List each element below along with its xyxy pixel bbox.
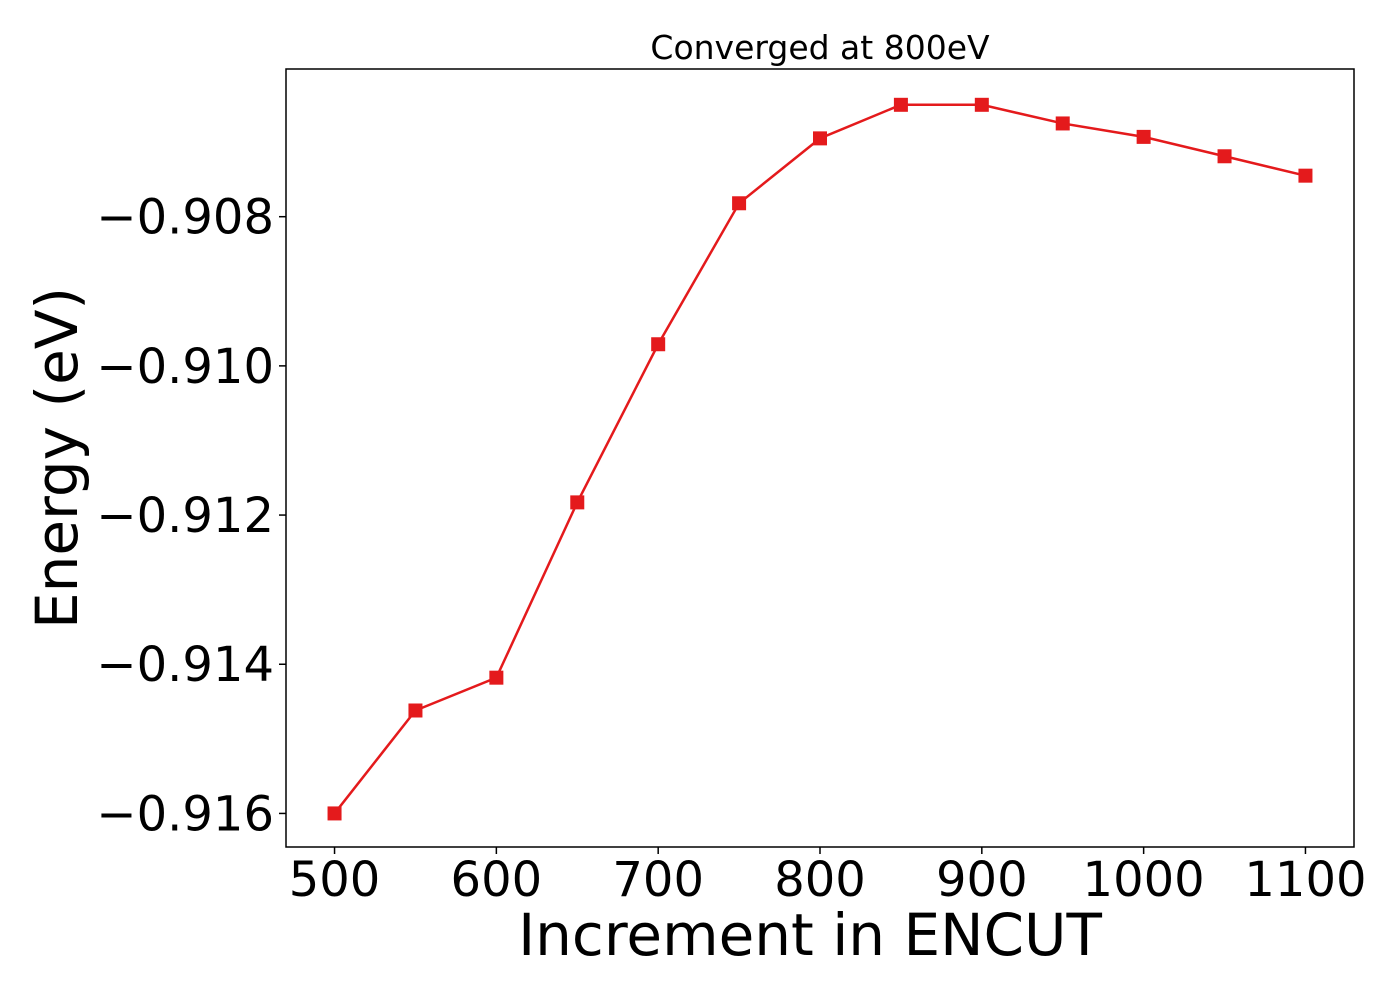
x-axis-ticks: 500 600 700 800 900 1000 1100 <box>289 847 1367 908</box>
data-point-marker <box>408 703 423 718</box>
data-point-marker <box>1055 116 1070 131</box>
x-tick-label: 1100 <box>1244 852 1366 908</box>
data-point-marker <box>1298 168 1313 183</box>
data-point-marker <box>570 495 585 510</box>
y-tick-label: −0.914 <box>96 637 274 693</box>
y-tick-label: −0.912 <box>96 488 274 544</box>
y-axis-label: Energy (eV) <box>23 287 91 629</box>
x-axis-label: Increment in ENCUT <box>518 901 1102 969</box>
x-tick-label: 600 <box>451 852 543 908</box>
series-line <box>333 103 1306 815</box>
data-point-marker <box>732 196 747 211</box>
data-point-marker <box>1136 129 1151 144</box>
y-tick-label: −0.916 <box>96 786 274 842</box>
x-tick-label: 700 <box>612 852 704 908</box>
data-point-marker <box>974 97 989 112</box>
y-tick-label: −0.910 <box>96 339 274 395</box>
series-layer <box>327 97 1313 821</box>
x-tick-label: 1000 <box>1083 852 1205 908</box>
x-tick-label: 900 <box>936 852 1028 908</box>
data-point-marker <box>813 131 827 146</box>
y-axis-ticks: −0.916 −0.914 −0.912 −0.910 −0.908 <box>96 190 286 842</box>
data-point-marker <box>1217 149 1232 164</box>
chart-title: Converged at 800eV <box>650 28 990 67</box>
data-point-marker <box>489 670 504 685</box>
data-point-marker <box>651 337 666 352</box>
data-point-marker <box>327 806 342 821</box>
x-tick-label: 500 <box>289 852 381 908</box>
plot-area-frame <box>285 68 1355 848</box>
y-tick-label: −0.908 <box>96 190 274 246</box>
data-point-marker <box>893 97 908 112</box>
x-tick-label: 800 <box>774 852 866 908</box>
